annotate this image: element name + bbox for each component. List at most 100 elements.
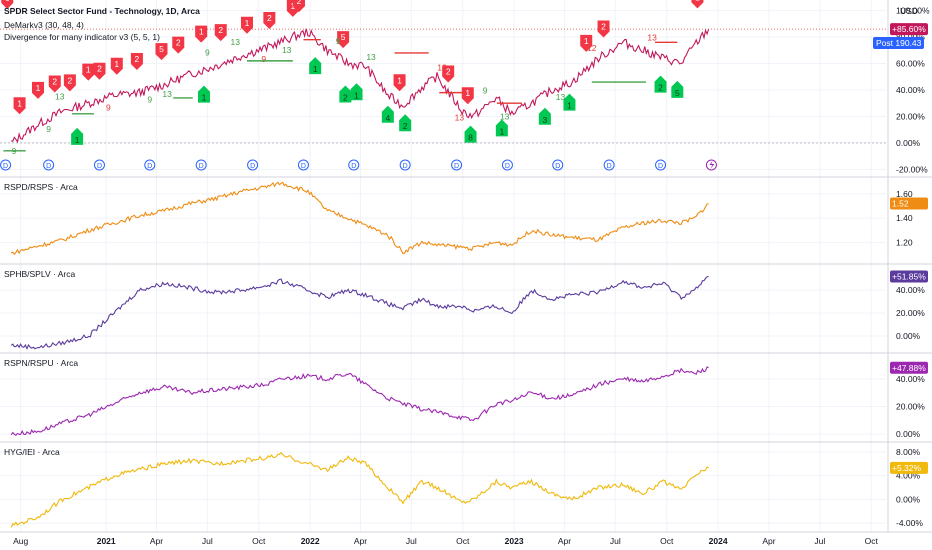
sell-signal-marker [130,53,143,71]
indicator-demark-label[interactable]: DeMarkv3 (30, 48, 4) [4,20,84,30]
sell-signal-marker [63,74,76,92]
last-value-badge [890,270,928,283]
demark-count-label: 13 [366,52,376,62]
buy-signal-marker [563,93,576,111]
sell-signal-marker [32,81,45,99]
buy-signal-label: 5 [675,88,680,98]
dividend-event-label: D [505,163,510,170]
y-tick-label: 40.00% [896,85,925,95]
sell-signal-label: 2 [67,75,72,85]
indicator-divergence-label[interactable]: Divergence for many indicator v3 (5, 5, … [4,32,160,42]
sell-signal-marker [461,87,474,105]
demark-count-label: 12 [587,43,597,53]
demark-count-label: 13 [500,112,510,122]
sell-signal-label: 1 [199,27,204,37]
dividend-event-label: D [3,163,8,170]
dividend-event-label: D [97,163,102,170]
dividend-event-icon [144,159,156,171]
buy-signal-marker [464,125,477,143]
sell-signal-label: 5 [341,32,346,42]
dividend-event-icon [552,159,564,171]
sell-signal-marker [13,97,26,115]
sell-signal-marker [597,20,610,38]
series-line [10,275,709,350]
demark-count-label: 13 [282,45,292,55]
demark-count-label: 9 [106,102,111,112]
post-market-badge: Post 190.43 [873,37,925,49]
dividend-event-label: D [351,163,356,170]
buy-signal-marker [495,119,508,137]
dividend-event-label: D [147,163,152,170]
sell-signal-marker [195,25,208,43]
buy-signal-marker [381,105,394,123]
dividend-event-icon [0,159,12,171]
demark-count-label: 13 [231,37,241,47]
y-tick-label: 40.00% [896,374,925,384]
y-tick-label: -4.00% [896,518,923,528]
last-value-badge [890,23,928,36]
dividend-event-label: D [454,163,459,170]
pane-title: RSPN/RSPU · Arca [4,358,78,368]
y-tick-label: 20.00% [896,111,925,121]
sell-signal-label: 1 [465,88,470,98]
y-tick-label: -20.00% [896,164,928,174]
dividend-event-icon [451,159,463,171]
buy-signal-marker [350,83,363,101]
buy-signal-label: 8 [468,133,473,143]
x-tick-label: Oct [660,536,674,546]
demark-count-label: 13 [556,92,566,102]
buy-signal-marker [71,127,84,145]
last-value-badge [890,361,928,374]
demark-count-label: 9 [261,54,266,64]
last-value-label: 1.52 [892,199,909,209]
dividend-event-icon [247,159,259,171]
y-tick-label: 0.00% [896,138,921,148]
last-value-label: +85.60% [892,24,926,34]
last-value-badge [890,197,928,210]
last-value-badge [890,461,928,474]
buy-signal-label: 2 [658,83,663,93]
buy-signal-marker [671,80,684,98]
series-line [11,28,710,144]
sell-signal-label: 2 [52,77,57,87]
x-tick-label: Apr [762,536,775,546]
series-line [10,451,709,528]
y-tick-label: 0.00% [896,494,921,504]
y-tick-label: 0.00% [896,429,921,439]
sell-signal-label: 2 [601,21,606,31]
sell-signal-label: 1 [397,75,402,85]
sell-signal-label: 2 [97,64,102,74]
buy-signal-marker [654,75,667,93]
sell-signal-label: 2 [176,38,181,48]
post-label: Post [876,38,894,48]
demark-count-label: 13 [455,113,465,123]
x-tick-label: 2022 [301,536,320,546]
dividend-event-icon [195,159,207,171]
pane-title: HYG/IEI · Arca [4,447,60,457]
dividend-event-icon [43,159,55,171]
dividend-event-label: D [403,163,408,170]
currency-label: USD [900,6,918,16]
buy-signal-label: 1 [202,93,207,103]
sell-signal-marker [48,75,61,93]
demark-count-label: 13 [162,89,172,99]
y-tick-label: 8.00% [896,447,921,457]
lightning-icon [709,161,715,169]
pane-title: RSPD/RSPS · Arca [4,182,78,192]
chart-title: SPDR Select Sector Fund - Technology, 1D… [4,6,200,16]
sell-signal-label: 1 [695,0,700,2]
demark-count-label: 9 [336,36,341,46]
buy-signal-marker [197,85,210,103]
buy-signal-label: 2 [403,121,408,131]
y-tick-label: 40.00% [896,285,925,295]
sell-signal-label: 1 [114,59,119,69]
sell-signal-label: 1 [36,83,41,93]
y-tick-label: 4.00% [896,471,921,481]
sell-signal-label: 1 [245,18,250,28]
demark-count-label: 9 [205,47,210,57]
sell-signal-label: 2 [446,66,451,76]
demark-count-label: 12 [437,62,447,72]
buy-signal-label: 1 [567,101,572,111]
sell-signal-marker [337,31,350,49]
